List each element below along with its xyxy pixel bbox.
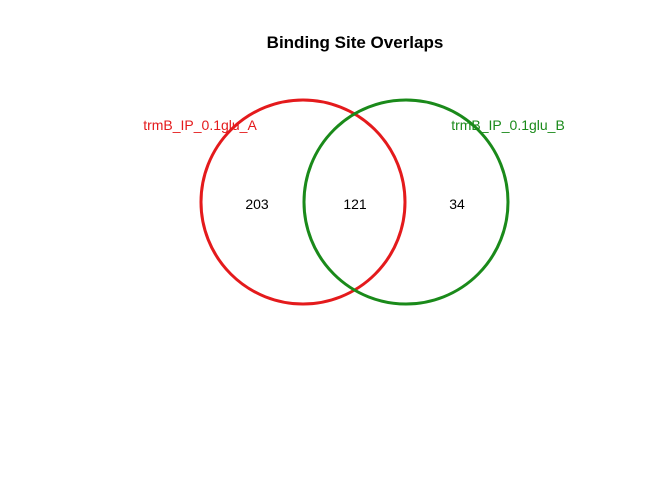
set-b-circle: [302, 98, 510, 306]
chart-title: Binding Site Overlaps: [267, 33, 444, 52]
count-b-only: 34: [449, 196, 465, 212]
set-a-label: trmB_IP_0.1glu_A: [143, 117, 257, 133]
count-a-only: 203: [245, 196, 269, 212]
set-a-circle: [199, 98, 407, 306]
set-b-label: trmB_IP_0.1glu_B: [451, 117, 565, 133]
count-both: 121: [343, 196, 367, 212]
